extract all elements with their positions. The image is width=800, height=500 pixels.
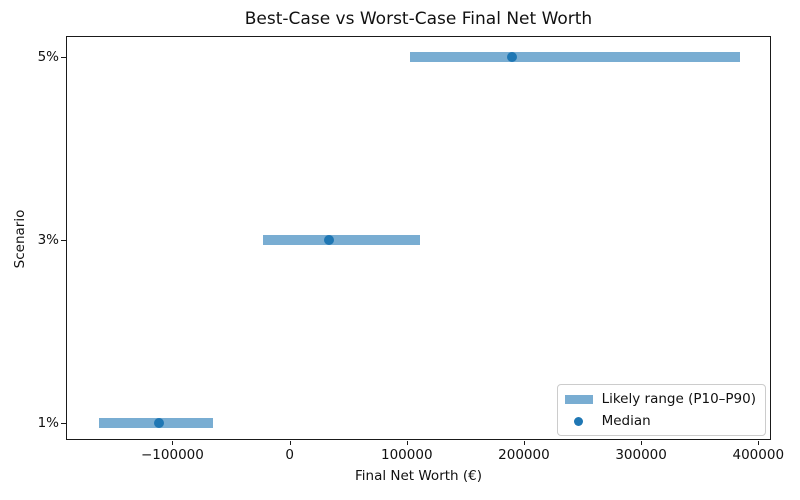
range-bar-5% xyxy=(410,52,740,63)
y-tick-mark xyxy=(61,239,66,241)
x-axis-label: Final Net Worth (€) xyxy=(354,468,483,484)
legend-swatch-range-icon xyxy=(564,394,593,404)
x-tick-mark xyxy=(289,441,291,445)
median-dot-1% xyxy=(153,417,164,428)
y-tick-label: 1% xyxy=(37,414,59,431)
x-tick-mark xyxy=(641,441,643,445)
x-tick-mark xyxy=(172,441,174,445)
x-tick-label: 0 xyxy=(285,447,294,463)
y-tick-label: 5% xyxy=(37,49,59,66)
x-tick-mark xyxy=(406,441,408,445)
y-tick-mark xyxy=(61,422,66,424)
y-tick-mark xyxy=(61,57,66,59)
legend-handle-median xyxy=(565,416,593,426)
x-tick-label: 400000 xyxy=(732,447,785,463)
x-tick-label: 200000 xyxy=(498,447,550,463)
plot-area: Likely range (P10–P90) Median xyxy=(66,36,771,440)
chart-title: Best-Case vs Worst-Case Final Net Worth xyxy=(244,9,593,29)
median-dot-3% xyxy=(323,234,334,245)
legend-label-median: Median xyxy=(601,413,651,429)
x-tick-mark xyxy=(758,441,760,445)
legend-handle-range xyxy=(564,394,593,404)
y-tick-label: 3% xyxy=(37,231,59,248)
x-tick-label: −100000 xyxy=(141,447,204,463)
x-tick-label: 100000 xyxy=(381,447,433,463)
legend-item-median: Median xyxy=(565,412,756,430)
y-axis-label: Scenario xyxy=(12,209,28,269)
legend-median-dot-icon xyxy=(574,416,584,426)
legend: Likely range (P10–P90) Median xyxy=(556,384,766,436)
legend-label-likely-range: Likely range (P10–P90) xyxy=(601,391,756,407)
legend-item-likely-range: Likely range (P10–P90) xyxy=(564,390,756,408)
x-tick-mark xyxy=(523,441,525,445)
x-tick-label: 300000 xyxy=(615,447,667,463)
median-dot-5% xyxy=(507,52,518,63)
range-bar-3% xyxy=(262,234,421,245)
